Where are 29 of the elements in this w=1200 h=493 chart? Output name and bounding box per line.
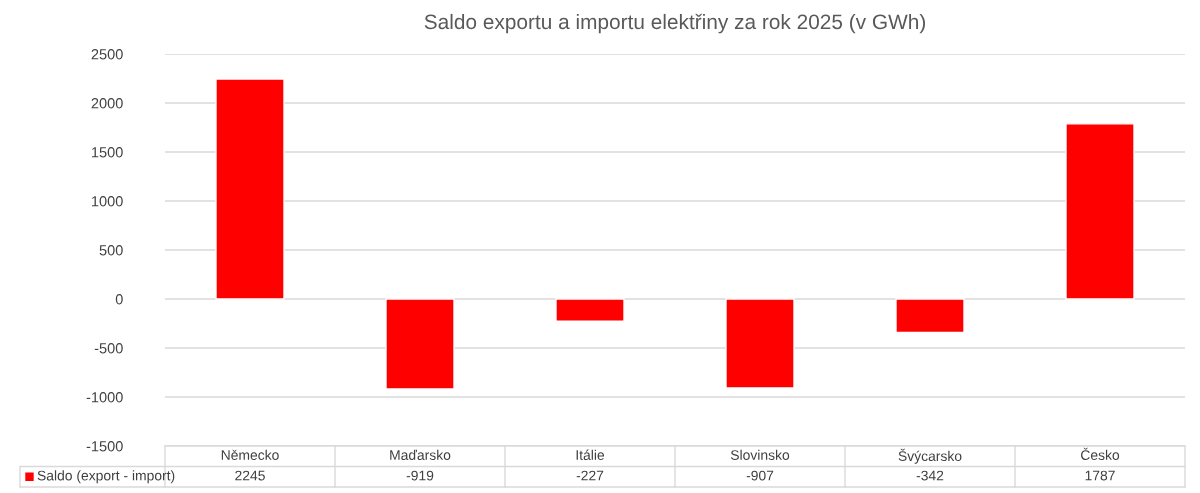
x-tick-label: Itálie xyxy=(576,449,605,460)
bar xyxy=(1065,123,1135,300)
y-tick-label: -1500 xyxy=(86,441,123,452)
x-tick-label: Slovinsko xyxy=(730,449,790,460)
chart-title: Saldo exportu a importu elektřiny za rok 2025 (v GWh) xyxy=(424,13,925,34)
data-label: 2245 xyxy=(235,470,265,481)
legend-label: Saldo (export - import) xyxy=(37,470,175,484)
y-tick-label: 500 xyxy=(99,245,123,256)
data-label: -907 xyxy=(746,470,774,481)
y-tick-label: 1000 xyxy=(92,196,123,207)
bar xyxy=(555,298,625,322)
data-label: -227 xyxy=(576,470,604,481)
bar xyxy=(385,298,455,390)
bar xyxy=(215,78,285,300)
x-tick-label: Německo xyxy=(221,449,279,460)
y-tick-label: 2500 xyxy=(91,49,123,60)
x-tick-label: Maďarsko xyxy=(390,449,451,460)
x-tick-label: Švýcarsko xyxy=(898,448,962,464)
y-tick-label: 0 xyxy=(115,294,123,305)
bar xyxy=(895,298,965,334)
y-tick-label: 2000 xyxy=(91,98,123,109)
data-label: -919 xyxy=(406,470,434,481)
x-tick-label: Česko xyxy=(1081,447,1120,460)
y-tick-label: 1500 xyxy=(92,147,123,158)
y-tick-label: -1000 xyxy=(86,392,123,403)
y-tick-label: -500 xyxy=(94,343,123,354)
data-label: 1787 xyxy=(1085,470,1115,481)
data-label: -342 xyxy=(916,470,944,481)
bar xyxy=(725,298,795,389)
